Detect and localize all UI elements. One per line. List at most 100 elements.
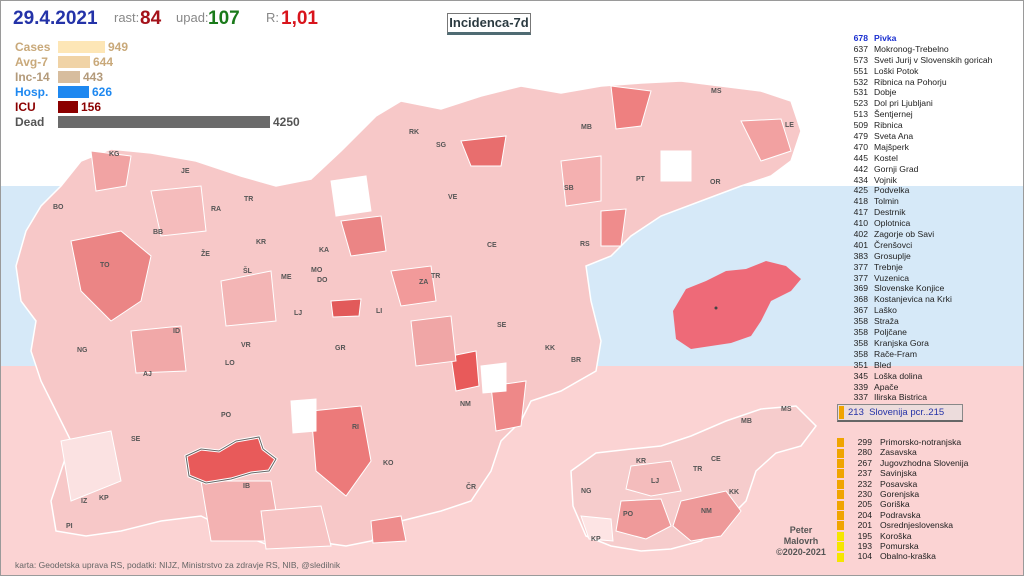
stat-value: 626: [92, 85, 113, 99]
stat-label: Avg-7: [15, 55, 48, 69]
municipality-shape: [660, 150, 692, 182]
municipality-value: 523: [853, 98, 868, 109]
region-value: 280: [857, 447, 872, 458]
municipality-shape: [560, 155, 602, 207]
region-swatch: [837, 490, 844, 500]
municipality-row: 410 Oplotnica: [841, 218, 1021, 229]
region-row: 195 Koroška: [837, 531, 1017, 541]
municipality-value: 509: [853, 120, 868, 131]
map-label: MS: [711, 88, 722, 95]
municipality-value: 532: [853, 76, 868, 87]
region-value: 195: [857, 530, 872, 541]
stat-label: ICU: [15, 100, 36, 114]
region-map-label: PO: [623, 511, 634, 518]
municipality-row: 573 Sveti Jurij v Slovenskih goricah: [841, 55, 1021, 66]
municipality-shape: [450, 350, 480, 392]
municipality-value: 678: [853, 33, 868, 43]
municipality-value: 337: [853, 392, 868, 403]
region-map-label: NG: [581, 488, 592, 495]
municipality-name: Podvelka: [874, 185, 910, 196]
municipality-value: 383: [853, 250, 868, 261]
r-label: R:: [266, 10, 279, 25]
region-name: Pomurska: [880, 540, 919, 551]
municipality-row: 513 Šentjernej: [841, 109, 1021, 120]
municipality-name: Kostel: [874, 152, 898, 163]
map-label: KO: [383, 460, 394, 467]
map-label: TR: [244, 196, 253, 203]
map-label: TO: [100, 262, 110, 269]
municipality-value: 402: [853, 229, 868, 240]
municipality-name: Zagorje ob Savi: [874, 229, 935, 240]
region-map-label: MS: [781, 406, 792, 413]
stat-bar: [58, 71, 80, 83]
rast-label: rast:: [114, 10, 140, 25]
municipality-name: Vuzenica: [874, 272, 910, 283]
municipality-row: 337 Ilirska Bistrica: [841, 392, 1021, 403]
region-swatch: [837, 469, 844, 479]
stat-bar: [58, 86, 89, 98]
stat-bar: [58, 101, 78, 113]
map-label: KR: [256, 239, 266, 246]
map-label: TR: [431, 273, 440, 280]
municipality-value: 358: [853, 316, 868, 327]
municipality-row: 383 Grosuplje: [841, 251, 1021, 262]
map-label: PO: [221, 412, 232, 419]
municipality-name: Dol pri Ljubljani: [874, 98, 933, 109]
municipality-shape: [340, 215, 387, 257]
map-label: PT: [636, 176, 646, 183]
municipality-row: 470 Majšperk: [841, 142, 1021, 153]
municipality-value: 377: [853, 272, 868, 283]
region-value: 193: [857, 540, 872, 551]
stat-value: 949: [108, 40, 129, 54]
map-label: ŠL: [243, 266, 253, 275]
municipality-row: 358 Straža: [841, 316, 1021, 327]
stat-label: Cases: [15, 40, 51, 54]
region-name: Koroška: [880, 530, 912, 541]
municipality-value: 345: [853, 370, 868, 381]
municipality-row: 479 Sveta Ana: [841, 131, 1021, 142]
municipality-name: Loški Potok: [874, 65, 919, 76]
region-row: 280 Zasavska: [837, 447, 1017, 458]
municipality-value: 418: [853, 196, 868, 207]
inset-capital-dot: [714, 306, 718, 310]
municipality-name: Šentjernej: [874, 109, 913, 120]
municipality-shape: [600, 208, 627, 247]
map-label: ZA: [419, 279, 428, 286]
region-swatch: [837, 531, 844, 541]
municipality-name: Ribnica: [874, 120, 903, 131]
region-swatch: [837, 552, 844, 562]
map-label: BB: [153, 229, 163, 236]
author-last-name: Malovrh: [783, 536, 819, 546]
map-label: PI: [66, 523, 73, 530]
map-label: LI: [376, 308, 382, 315]
municipality-value: 531: [853, 87, 868, 98]
municipality-list: 678 Pivka 637 Mokronog-Trebelno 573 Sveti Jur…: [841, 33, 1021, 403]
map-label: SE: [131, 436, 141, 443]
municipality-name: Slovenske Konjice: [874, 283, 945, 294]
region-swatch: [837, 459, 844, 469]
region-obalno-kraska: [580, 515, 614, 542]
region-swatch: [837, 479, 844, 489]
municipality-shape: [740, 118, 792, 162]
municipality-row: 351 Bled: [841, 360, 1021, 371]
map-label: RI: [352, 424, 359, 431]
municipality-row: 417 Destrnik: [841, 207, 1021, 218]
municipality-shape: [410, 315, 457, 367]
municipality-value: 358: [853, 337, 868, 348]
stat-bar: [58, 56, 90, 68]
region-name: Osrednjeslovenska: [880, 520, 954, 531]
map-title: Incidenca-7d: [447, 13, 531, 35]
region-map-label: MB: [741, 418, 752, 425]
region-value: 104: [857, 551, 872, 562]
map-label: VR: [241, 342, 251, 349]
map-label: LO: [225, 360, 235, 367]
map-label: LE: [785, 122, 794, 129]
municipality-name: Dobje: [874, 87, 897, 98]
municipality-row: 551 Loški Potok: [841, 66, 1021, 77]
map-label: RS: [580, 241, 590, 248]
region-row: 104 Obalno-kraška: [837, 551, 1017, 562]
map-label: ID: [173, 328, 180, 335]
region-name: Jugovzhodna Slovenija: [880, 457, 969, 468]
map-label: ŽE: [201, 249, 210, 258]
municipality-name: Grosuplje: [874, 250, 911, 261]
